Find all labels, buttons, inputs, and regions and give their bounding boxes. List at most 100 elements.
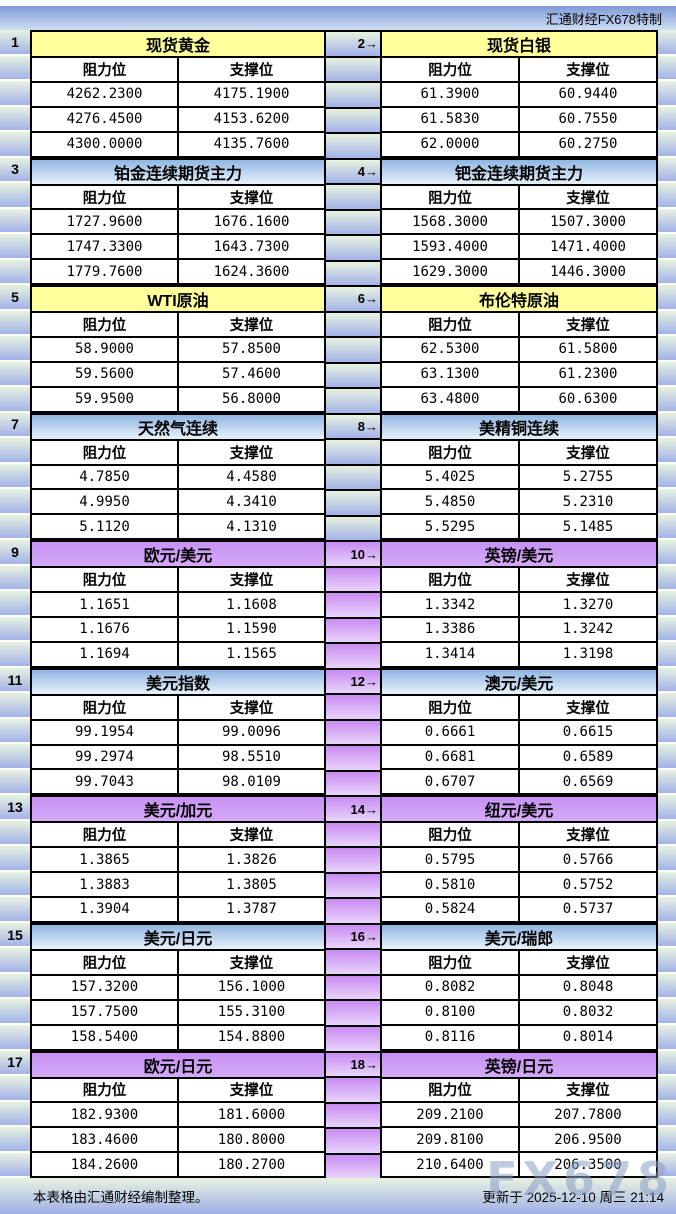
resistance-value: 1.1676 [79, 621, 130, 638]
resistance-value: 4262.2300 [66, 86, 143, 103]
level-row: 4262.2300 4175.1900 [32, 80, 324, 106]
resistance-header: 阻力位 [82, 318, 127, 335]
spacer-cell [0, 463, 30, 490]
spacer-cell [0, 132, 30, 158]
price-panel: 英镑/日元 阻力位 支撑位 209.2100 207.7800 209.8100 2… [380, 1050, 658, 1179]
support-value: 0.5766 [518, 848, 656, 872]
resistance-value: 5.5295 [424, 518, 476, 535]
row-number-column: 13 [0, 795, 30, 923]
spacer-cell [658, 897, 676, 923]
panel-title: 澳元/美元 [382, 669, 656, 696]
spacer-cell [326, 1076, 380, 1102]
resistance-value: 99.2974 [74, 749, 134, 766]
resistance-value: 0.6661 [424, 724, 476, 741]
support-value: 0.6569 [518, 770, 656, 794]
panel-title: 铂金连续期货主力 [32, 159, 324, 186]
spacer-cell [0, 183, 30, 209]
resistance-value: 0.8116 [424, 1029, 476, 1046]
price-panel: 澳元/美元 阻力位 支撑位 0.6661 0.6615 0.6681 0.6589 … [380, 667, 658, 796]
resistance-value: 1.1694 [79, 646, 130, 663]
support-value: 1.1565 [177, 642, 324, 666]
spacer-cell [658, 1127, 676, 1153]
price-panel: 美精铜连续 阻力位 支撑位 5.4025 5.2755 5.4850 5.2310 … [380, 412, 658, 541]
level-row: 0.5795 0.5766 [382, 846, 656, 872]
resistance-value: 0.5795 [424, 851, 476, 868]
column-header-row: 阻力位 支撑位 [32, 185, 324, 209]
level-row: 0.8100 0.8032 [382, 998, 656, 1024]
level-row: 61.5830 60.7550 [382, 105, 656, 131]
spacer-cell [658, 1076, 676, 1102]
row-number-column: 11 [0, 667, 30, 796]
level-row: 158.5400 154.8800 [32, 1023, 324, 1049]
spacer-cell [658, 795, 676, 821]
level-row: 5.1120 4.1310 [32, 513, 324, 539]
panel-number: 3 [0, 157, 30, 184]
resistance-value: 62.5300 [420, 341, 480, 358]
spacer-cell [326, 183, 380, 209]
spacer-cell [658, 183, 676, 209]
support-header: 支撑位 [177, 440, 324, 464]
support-value: 1643.7300 [177, 235, 324, 259]
level-row: 63.1300 61.2300 [382, 360, 656, 386]
level-row: 157.7500 155.3100 [32, 998, 324, 1024]
mid-gutter-column: 6→ [326, 285, 380, 413]
level-row: 4.7850 4.4580 [32, 463, 324, 489]
spacer-cell [0, 616, 30, 643]
level-row: 4300.0000 4135.7600 [32, 130, 324, 156]
spacer-cell [326, 999, 380, 1025]
column-header-row: 阻力位 支撑位 [32, 58, 324, 81]
support-value: 4175.1900 [177, 82, 324, 106]
resistance-header: 阻力位 [82, 445, 127, 462]
level-row: 0.8082 0.8048 [382, 973, 656, 999]
panel-title: 天然气连续 [32, 414, 324, 441]
support-value: 57.8500 [177, 338, 324, 361]
mid-gutter-column: 14→ [326, 795, 380, 923]
resistance-value: 1.3386 [424, 621, 476, 638]
mid-gutter-column: 18→ [326, 1050, 380, 1179]
price-panel: 英镑/美元 阻力位 支撑位 1.3342 1.3270 1.3386 1.3242 … [380, 540, 658, 668]
resistance-value: 1.3342 [424, 596, 476, 613]
price-panel: 现货白银 阻力位 支撑位 61.3900 60.9440 61.5830 60.75… [380, 30, 658, 158]
spacer-cell [658, 132, 676, 158]
panel-row: 11 美元指数 阻力位 支撑位 99.1954 99.0096 99.2974 98… [0, 667, 676, 796]
spacer-cell [326, 106, 380, 133]
spacer-cell [326, 769, 380, 796]
level-row: 1.3865 1.3826 [32, 846, 324, 872]
panel-number: 13 [0, 795, 30, 821]
support-header: 支撑位 [518, 1078, 656, 1102]
price-panel: 美元指数 阻力位 支撑位 99.1954 99.0096 99.2974 98.55… [30, 667, 326, 796]
spacer-cell [658, 540, 676, 566]
spacer-cell [658, 106, 676, 133]
spacer-cell [326, 871, 380, 898]
resistance-value: 0.6681 [424, 749, 476, 766]
spacer-cell [326, 591, 380, 617]
resistance-value: 63.4800 [420, 391, 480, 408]
right-margin-column [658, 667, 676, 796]
column-header-row: 阻力位 支撑位 [32, 823, 324, 847]
support-value: 60.9440 [518, 82, 656, 106]
support-value: 1471.4000 [518, 235, 656, 259]
support-value: 4.1310 [177, 515, 324, 539]
panel-number: 11 [0, 667, 30, 694]
resistance-value: 59.9500 [74, 391, 134, 408]
top-margin [0, 0, 676, 6]
spacer-cell [658, 361, 676, 388]
panel-number: 9 [0, 540, 30, 566]
panel-row: 7 天然气连续 阻力位 支撑位 4.7850 4.4580 4.9950 4.341… [0, 412, 676, 541]
resistance-value: 4.7850 [79, 469, 130, 486]
spacer-cell [658, 1050, 676, 1077]
support-value: 0.6589 [518, 745, 656, 769]
resistance-value: 0.5810 [424, 876, 476, 893]
support-value: 61.5800 [518, 338, 656, 361]
panel-title: 现货白银 [382, 32, 656, 58]
spacer-cell [658, 591, 676, 617]
panel-number: 15 [0, 922, 30, 949]
resistance-value: 1779.7600 [66, 263, 143, 280]
support-value: 1.3198 [518, 642, 656, 666]
panel-grid: 1 现货黄金 阻力位 支撑位 4262.2300 4175.1900 4276.4… [0, 30, 676, 1179]
spacer-cell [0, 81, 30, 107]
right-margin-column [658, 922, 676, 1051]
spacer-cell [326, 897, 380, 923]
spacer-cell [0, 897, 30, 923]
support-header: 支撑位 [177, 568, 324, 592]
